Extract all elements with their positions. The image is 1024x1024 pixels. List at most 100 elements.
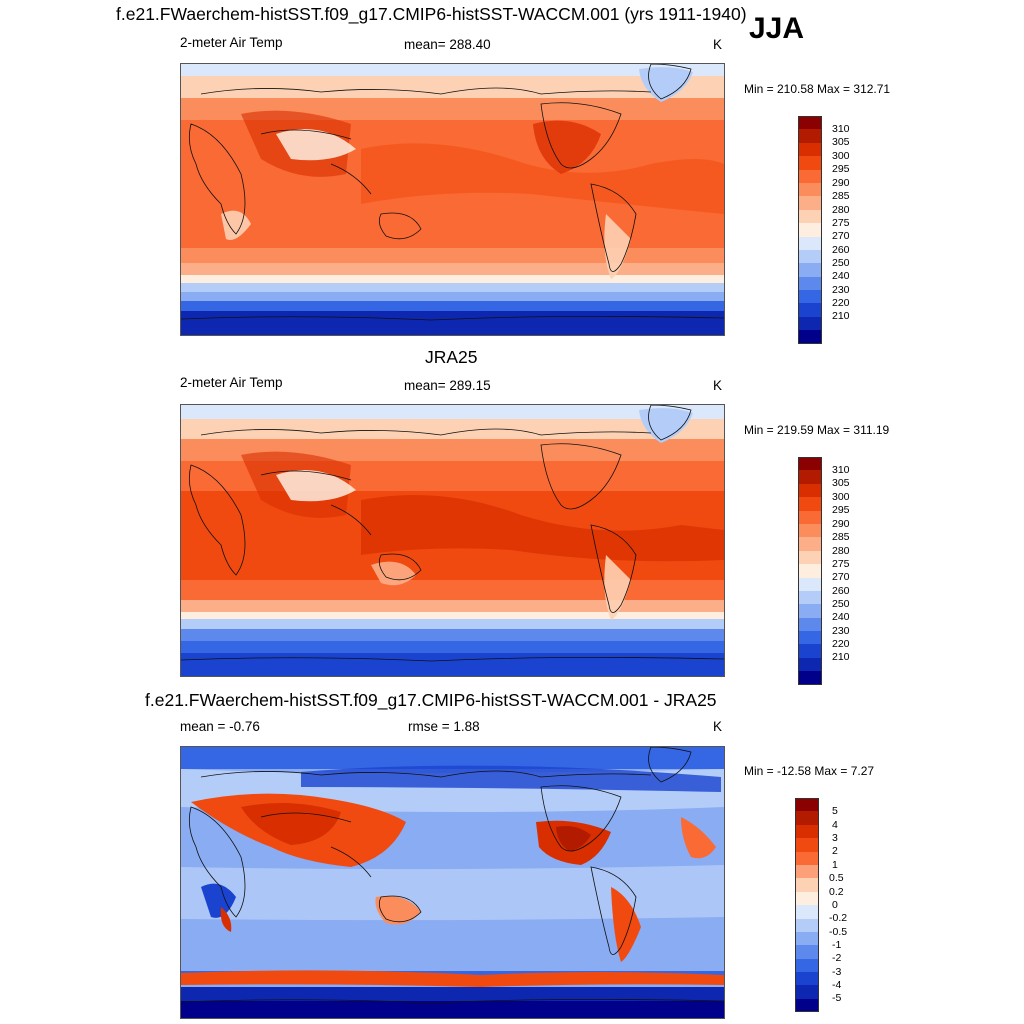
panel-3-colorbar	[795, 798, 819, 1013]
colorbar-tick-label: 270	[832, 571, 850, 583]
colorbar-swatch	[795, 931, 819, 946]
panel-3-minmax: Min = -12.58 Max = 7.27	[744, 764, 875, 778]
colorbar-tick-label: 280	[832, 204, 850, 216]
colorbar-swatch	[798, 523, 822, 538]
colorbar-swatch	[795, 918, 819, 932]
panel-1-mean-label: mean= 288.40	[404, 37, 491, 52]
colorbar-tick-label: 310	[832, 464, 850, 476]
panel-1-map	[180, 63, 725, 336]
colorbar-tick-label: -2	[832, 952, 842, 964]
colorbar-swatch	[795, 905, 819, 919]
colorbar-swatch	[795, 998, 819, 1013]
panel-3-rmse-label: rmse = 1.88	[408, 719, 480, 734]
colorbar-tick-label: 250	[832, 257, 850, 269]
colorbar-tick-label: 2	[832, 845, 838, 857]
panel-2-title: JRA25	[425, 347, 478, 367]
colorbar-tick-label: 260	[832, 244, 850, 256]
colorbar-swatch	[798, 671, 822, 685]
colorbar-tick-label: 280	[832, 545, 850, 557]
colorbar-tick-label: 0.5	[829, 872, 844, 884]
panel-2-variable-label: 2-meter Air Temp	[180, 375, 283, 390]
panel-1-units: K	[713, 37, 723, 52]
colorbar-tick-label: 3	[832, 832, 838, 844]
panel-2-units: K	[713, 378, 723, 393]
colorbar-tick-label: 300	[832, 491, 850, 503]
colorbar-tick-label: 275	[832, 558, 850, 570]
colorbar-swatch	[795, 838, 819, 852]
colorbar-swatch	[798, 169, 822, 183]
colorbar-swatch	[798, 510, 822, 524]
colorbar-tick-label: 295	[832, 163, 850, 175]
panel-1-colorbar	[798, 116, 822, 344]
colorbar-tick-label: 220	[832, 297, 850, 309]
colorbar-tick-label: 230	[832, 284, 850, 296]
colorbar-swatch	[798, 249, 822, 264]
colorbar-swatch	[795, 958, 819, 973]
colorbar-swatch	[795, 878, 819, 892]
colorbar-swatch	[798, 263, 822, 277]
colorbar-tick-label: 230	[832, 625, 850, 637]
colorbar-swatch	[795, 864, 819, 879]
colorbar-tick-label: 295	[832, 504, 850, 516]
colorbar-swatch	[798, 196, 822, 210]
colorbar-tick-label: 240	[832, 270, 850, 282]
colorbar-swatch	[798, 631, 822, 645]
colorbar-swatch	[795, 811, 819, 825]
colorbar-swatch	[798, 644, 822, 658]
colorbar-tick-label: -0.2	[829, 912, 848, 924]
colorbar-tick-label: 210	[832, 651, 850, 663]
colorbar-tick-label: 4	[832, 819, 838, 831]
colorbar-tick-label: -4	[832, 979, 842, 991]
colorbar-tick-label: 290	[832, 518, 850, 530]
panel-2-colorbar	[798, 457, 822, 685]
colorbar-swatch	[798, 129, 822, 143]
panel-1-title: f.e21.FWaerchem-histSST.f09_g17.CMIP6-hi…	[116, 4, 747, 24]
colorbar-swatch	[798, 116, 822, 130]
colorbar-tick-label: -0.5	[829, 926, 848, 938]
colorbar-swatch	[798, 276, 822, 291]
colorbar-swatch	[798, 604, 822, 618]
colorbar-tick-label: 285	[832, 531, 850, 543]
colorbar-swatch	[798, 470, 822, 484]
colorbar-swatch	[798, 303, 822, 317]
colorbar-tick-label: 250	[832, 598, 850, 610]
colorbar-swatch	[795, 798, 819, 812]
colorbar-swatch	[798, 577, 822, 591]
panel-2-map	[180, 404, 725, 677]
colorbar-tick-label: 305	[832, 477, 850, 489]
colorbar-tick-label: -3	[832, 966, 842, 978]
panel-2-mean-label: mean= 289.15	[404, 378, 491, 393]
panel-3-mean-label: mean = -0.76	[180, 719, 260, 734]
panel-1-minmax: Min = 210.58 Max = 312.71	[744, 82, 891, 96]
colorbar-swatch	[798, 550, 822, 565]
panel-3-map	[180, 746, 725, 1019]
colorbar-tick-label: 5	[832, 805, 838, 817]
colorbar-swatch	[798, 564, 822, 578]
colorbar-swatch	[798, 497, 822, 511]
colorbar-swatch	[795, 851, 819, 865]
colorbar-tick-label: 275	[832, 217, 850, 229]
colorbar-swatch	[798, 156, 822, 170]
colorbar-swatch	[798, 590, 822, 605]
colorbar-swatch	[798, 483, 822, 498]
colorbar-swatch	[798, 142, 822, 157]
colorbar-swatch	[798, 223, 822, 237]
colorbar-swatch	[798, 537, 822, 551]
colorbar-tick-label: 270	[832, 230, 850, 242]
colorbar-swatch	[798, 316, 822, 331]
colorbar-swatch	[798, 236, 822, 250]
colorbar-swatch	[795, 945, 819, 959]
colorbar-tick-label: 220	[832, 638, 850, 650]
colorbar-tick-label: 240	[832, 611, 850, 623]
panel-1-variable-label: 2-meter Air Temp	[180, 35, 283, 50]
colorbar-tick-label: 0	[832, 899, 838, 911]
colorbar-swatch	[795, 972, 819, 986]
season-label: JJA	[749, 12, 805, 45]
colorbar-swatch	[795, 824, 819, 839]
colorbar-swatch	[798, 182, 822, 197]
colorbar-swatch	[798, 209, 822, 224]
colorbar-tick-label: -5	[832, 992, 842, 1004]
panel-2-minmax: Min = 219.59 Max = 311.19	[744, 423, 890, 437]
colorbar-swatch	[798, 330, 822, 344]
colorbar-tick-label: 305	[832, 136, 850, 148]
